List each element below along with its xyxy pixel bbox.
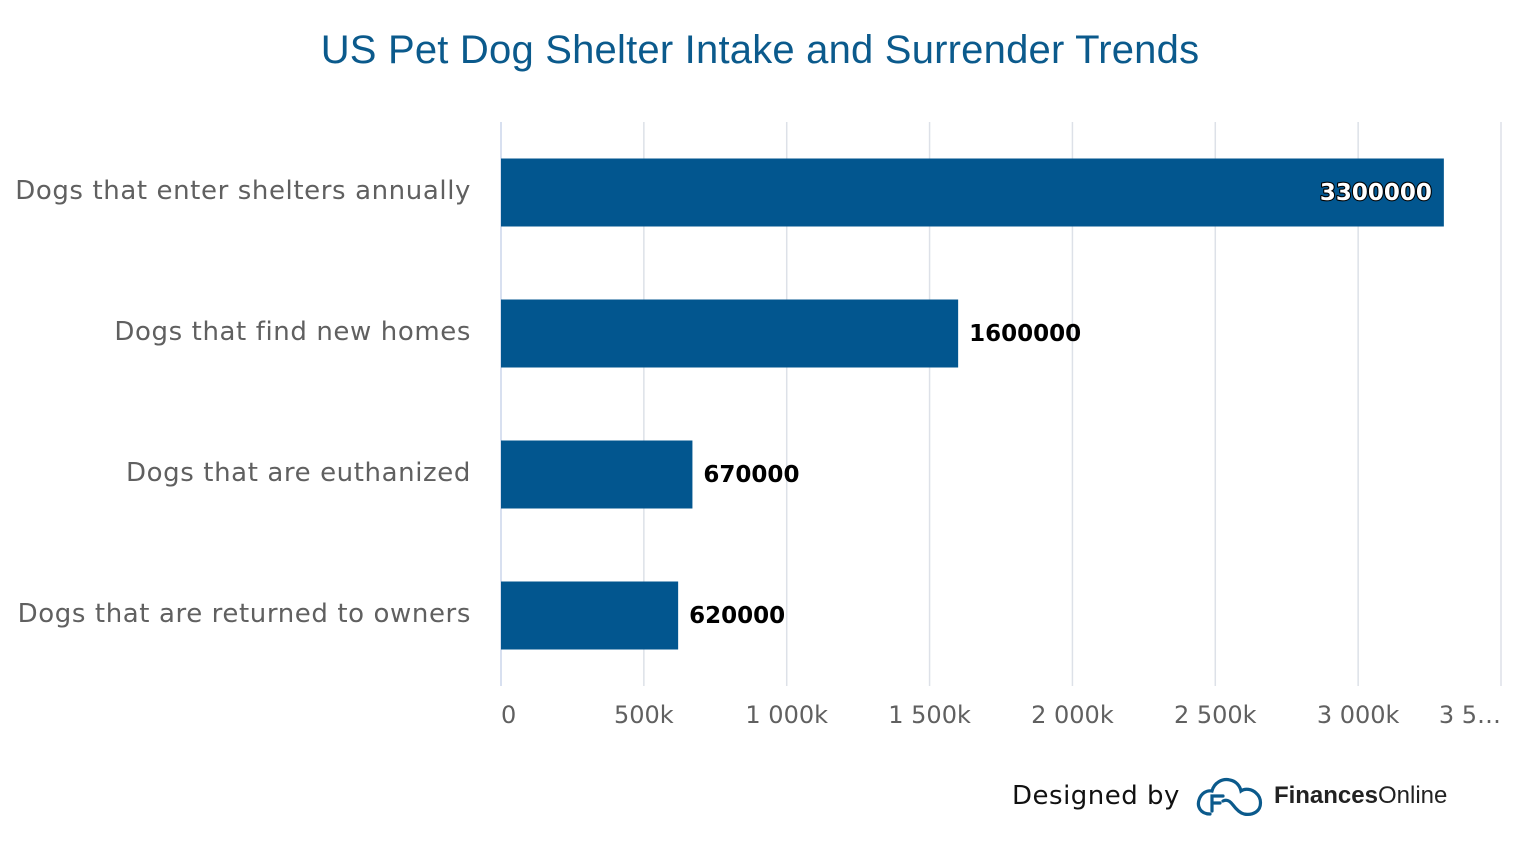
data-label: 670000 xyxy=(703,462,799,488)
category-label: Dogs that enter shelters annually xyxy=(15,176,471,206)
x-tick-label: 0 xyxy=(501,701,516,729)
x-tick-label: 3 000k xyxy=(1317,701,1400,729)
category-label: Dogs that find new homes xyxy=(114,317,471,347)
bar-chart: 0 500k 1 000k 1 500k 2 000k 2 500k 3 000k 3 5… D… xyxy=(15,122,1502,729)
x-tick-label: 2 000k xyxy=(1031,701,1114,729)
designed-by-text: Designed by xyxy=(1012,781,1180,811)
x-tick-label: 3 5… xyxy=(1439,701,1501,729)
chart-title: US Pet Dog Shelter Intake and Surrender … xyxy=(320,28,1200,72)
brand-name-light: Online xyxy=(1377,782,1448,809)
x-tick-label: 1 000k xyxy=(745,701,828,729)
bar xyxy=(501,581,679,650)
data-label: 3300000 xyxy=(1320,180,1432,206)
x-tick-label: 1 500k xyxy=(888,701,971,729)
category-label: Dogs that are euthanized xyxy=(126,458,471,488)
data-label: 1600000 xyxy=(969,321,1081,347)
footer-credit: Designed by Finances Online xyxy=(1012,772,1447,820)
bar xyxy=(501,440,693,509)
category-label: Dogs that are returned to owners xyxy=(18,599,471,629)
data-label: 620000 xyxy=(689,603,785,629)
x-tick-label: 500k xyxy=(614,701,674,729)
bar xyxy=(501,158,1444,227)
bar xyxy=(501,299,959,368)
brand-name-bold: Finances xyxy=(1273,782,1378,809)
cloud-f-logo-icon xyxy=(1196,777,1263,816)
x-tick-label: 2 500k xyxy=(1174,701,1257,729)
